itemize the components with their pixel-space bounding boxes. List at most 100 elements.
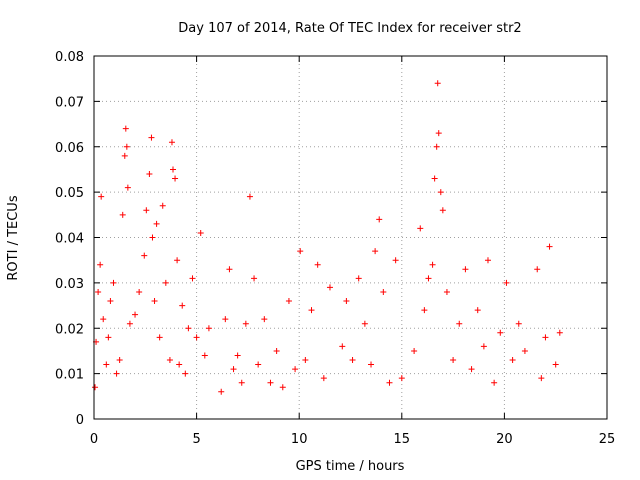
data-point [285,298,292,305]
y-tick-label: 0.05 [55,186,84,201]
data-point [105,334,112,341]
data-point [124,184,131,191]
data-point [425,275,432,282]
data-point [279,384,286,391]
data-point [166,357,173,364]
data-point [534,266,541,273]
data-point [433,143,440,150]
data-point [380,288,387,295]
data-point [100,316,107,323]
data-point [546,243,553,250]
data-point [136,288,143,295]
data-point [242,320,249,327]
data-point [538,375,545,382]
data-point [222,316,229,323]
y-tick-label: 0.04 [55,232,84,247]
x-tick-label: 15 [394,432,411,447]
data-point [515,320,522,327]
data-point [398,375,405,382]
y-tick-label: 0.06 [55,141,84,156]
data-point [116,357,123,364]
data-point [273,347,280,354]
tick-labels: 0 5 10 15 20 25 0 0.01 0.02 0.03 0.04 0.05 0.06 0.07 0… [55,50,615,447]
x-tick-label: 20 [496,432,513,447]
data-point [343,298,350,305]
data-point [97,261,104,268]
data-point [176,361,183,368]
data-point [218,388,225,395]
data-point [159,202,166,209]
y-axis-label: ROTI / TECUs [6,195,21,280]
data-point [148,134,155,141]
data-point [308,307,315,314]
data-point [468,366,475,373]
y-tick-label: 0.03 [55,277,84,292]
data-point [509,357,516,364]
data-point [439,207,446,214]
data-point [255,361,262,368]
data-points [92,80,563,395]
data-point [143,207,150,214]
y-tick-label: 0.02 [55,322,84,337]
data-point [98,193,105,200]
grid [94,56,607,419]
data-point [292,366,299,373]
x-tick-label: 25 [599,432,616,447]
data-point [437,189,444,196]
data-point [503,279,510,286]
data-point [261,316,268,323]
data-point [121,152,128,159]
data-point [462,266,469,273]
y-tick-label: 0.08 [55,50,84,65]
data-point [205,325,212,332]
data-point [497,329,504,336]
data-point [434,80,441,87]
y-tick-label: 0 [76,413,84,428]
data-point [185,325,192,332]
data-point [156,334,163,341]
data-point [123,143,130,150]
data-point [113,370,120,377]
data-point [552,361,559,368]
data-point [431,175,438,182]
data-point [349,357,356,364]
data-point [429,261,436,268]
data-point [480,343,487,350]
data-point [193,334,200,341]
axis-ticks [93,55,608,420]
data-point [146,170,153,177]
data-point [491,379,498,386]
data-point [201,352,208,359]
data-point [556,329,563,336]
data-point [92,384,99,391]
data-point [392,257,399,264]
data-point [411,347,418,354]
data-point [234,352,241,359]
data-point [174,257,181,264]
data-point [141,252,148,259]
data-point [267,379,274,386]
data-point [421,307,428,314]
data-point [110,279,117,286]
data-point [355,275,362,282]
data-point [153,220,160,227]
data-point [297,248,304,255]
data-point [230,366,237,373]
data-point [168,139,175,146]
data-point [450,357,457,364]
data-point [226,266,233,273]
data-point [162,279,169,286]
data-point [119,211,126,218]
data-point [182,370,189,377]
data-point [251,275,258,282]
data-point [149,234,156,241]
data-point [417,225,424,232]
data-point [238,379,245,386]
data-point [170,166,177,173]
data-point [126,320,133,327]
data-point [197,229,204,236]
data-point [386,379,393,386]
